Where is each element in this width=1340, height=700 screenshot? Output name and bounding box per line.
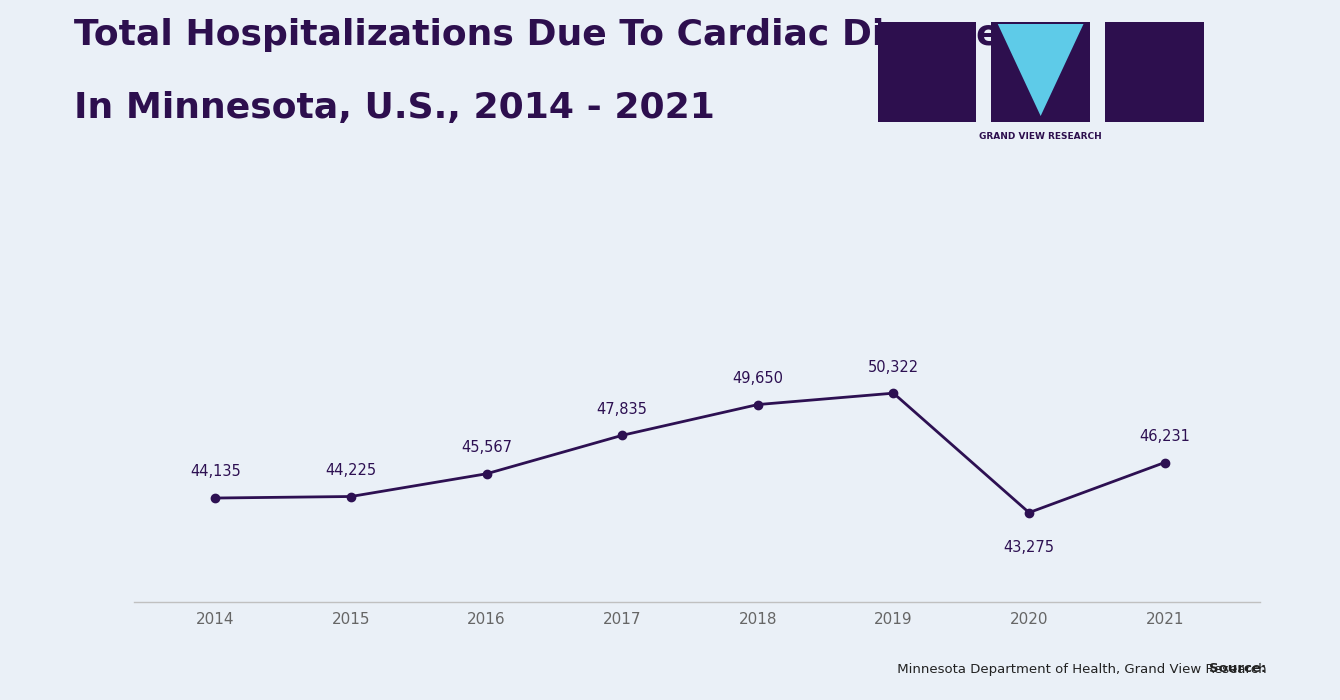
- Text: 46,231: 46,231: [1139, 429, 1190, 444]
- Text: 44,135: 44,135: [190, 464, 241, 480]
- Polygon shape: [998, 24, 1084, 116]
- Text: GRAND VIEW RESEARCH: GRAND VIEW RESEARCH: [980, 132, 1101, 141]
- Text: Source:: Source:: [1209, 662, 1266, 676]
- FancyBboxPatch shape: [1106, 22, 1203, 122]
- FancyBboxPatch shape: [992, 22, 1089, 122]
- Text: Minnesota Department of Health, Grand View Research: Minnesota Department of Health, Grand Vi…: [892, 662, 1266, 676]
- Text: 43,275: 43,275: [1004, 540, 1055, 554]
- Text: 49,650: 49,650: [733, 371, 784, 386]
- Text: 47,835: 47,835: [596, 402, 647, 416]
- Text: Total Hospitalizations Due To Cardiac Disease: Total Hospitalizations Due To Cardiac Di…: [74, 18, 1001, 52]
- Text: 45,567: 45,567: [461, 440, 512, 455]
- Text: 50,322: 50,322: [868, 360, 919, 374]
- Text: 44,225: 44,225: [326, 463, 377, 478]
- FancyBboxPatch shape: [878, 22, 977, 122]
- Text: In Minnesota, U.S., 2014 - 2021: In Minnesota, U.S., 2014 - 2021: [74, 91, 714, 125]
